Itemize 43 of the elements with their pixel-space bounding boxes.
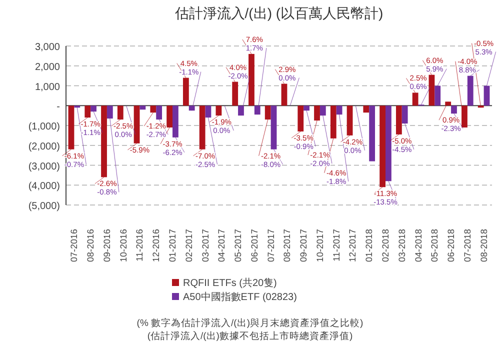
y-tick-label: (2,000) (28, 141, 60, 152)
x-tick-label: 02-2018 (380, 229, 390, 262)
x-tick-label: 05-2018 (430, 229, 440, 262)
x-tick-label: 07-2016 (69, 229, 80, 262)
y-tick-label: (1,000) (28, 122, 60, 132)
x-tick-label: 12-2017 (348, 229, 358, 262)
x-tick-label: 04-2017 (216, 229, 227, 262)
y-tick-label: 1,000 (34, 82, 60, 93)
x-tick-label: 08-2018 (478, 229, 489, 262)
x-tick-label: 11-2016 (134, 229, 145, 262)
x-tick-label: 06-2017 (249, 229, 260, 262)
legend-label: RQFII ETFs (共20隻) (183, 277, 277, 289)
x-tick-label: 08-2017 (282, 229, 292, 262)
x-tick-label: 03-2018 (396, 229, 407, 262)
x-tick-label: 10-2017 (314, 229, 325, 262)
x-tick-label: 08-2016 (86, 229, 96, 262)
x-tick-label: 09-2016 (102, 229, 112, 262)
x-tick-label: 10-2016 (118, 229, 128, 262)
x-tick-label: 09-2017 (298, 229, 309, 262)
y-tick-label: - (56, 102, 60, 113)
y-tick-label: (3,000) (28, 161, 60, 172)
x-tick-label: 03-2017 (200, 229, 210, 262)
bar (363, 106, 370, 113)
text: (估計淨流入/(出)數據不包括上市時總資產淨值) (147, 330, 353, 342)
y-tick-label: (4,000) (28, 181, 60, 192)
x-tick-label: 01-2017 (168, 229, 178, 262)
chart-title: 估計淨流入/(出) (以百萬人民幣計) (174, 5, 384, 21)
x-tick-label: 04-2018 (413, 229, 424, 262)
bar (140, 106, 146, 110)
x-tick-label: 07-2017 (266, 229, 276, 262)
x-tick-label: 12-2016 (151, 229, 162, 262)
x-tick-label: 07-2018 (462, 229, 472, 262)
legend-label: A50中國指數ETF (02823) (183, 291, 297, 303)
y-tick-label: (5,000) (28, 201, 60, 212)
y-tick-label: 3,000 (34, 42, 60, 53)
x-tick-label: 06-2018 (446, 229, 456, 262)
bar (369, 106, 376, 162)
x-tick-label: 05-2017 (233, 229, 244, 262)
x-tick-label: 02-2017 (184, 229, 194, 262)
x-tick-label: 01-2018 (364, 229, 374, 262)
y-tick-label: 2,000 (34, 62, 60, 73)
text: (% 數字為估計淨流入/(出)與月末總資產淨值之比較) (136, 317, 364, 329)
x-tick-label: 11-2017 (331, 229, 342, 262)
